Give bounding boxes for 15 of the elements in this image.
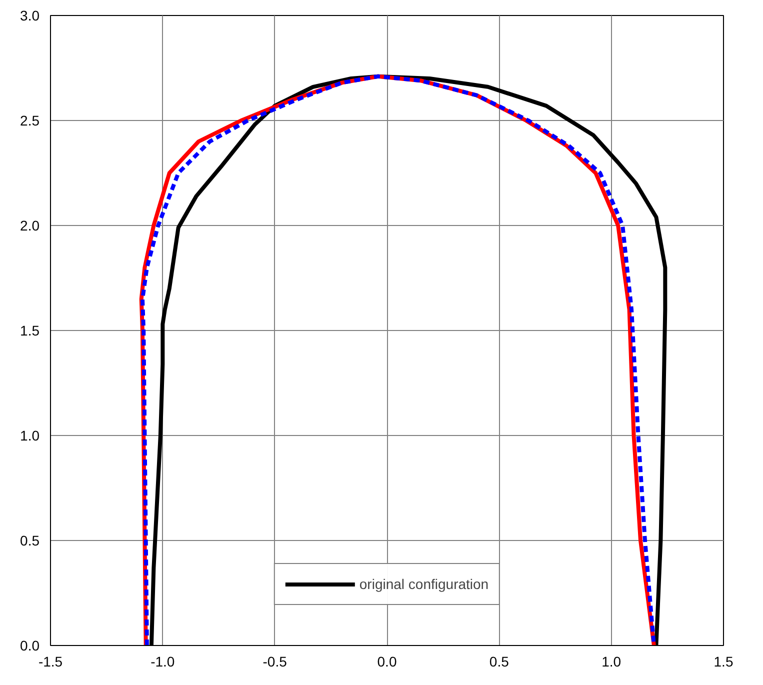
y-tick-label: 1.5 [20,322,40,338]
y-tick-label: 0.5 [20,532,40,548]
x-tick-label: -1.0 [150,654,175,670]
x-tick-label: 0.5 [489,654,510,670]
legend-label: original configuration [359,576,489,592]
y-tick-label: 2.0 [20,218,40,234]
x-tick-label: 0.0 [377,654,397,670]
x-tick-label: 1.0 [602,654,622,670]
y-tick-label: 0.0 [20,638,40,654]
y-tick-label: 1.0 [20,428,40,444]
x-tick-label: -0.5 [262,654,288,670]
y-tick-label: 3.0 [20,8,40,24]
y-tick-label: 2.5 [20,112,40,128]
x-tick-label: -1.5 [38,654,63,670]
x-tick-label: 1.5 [714,654,734,670]
